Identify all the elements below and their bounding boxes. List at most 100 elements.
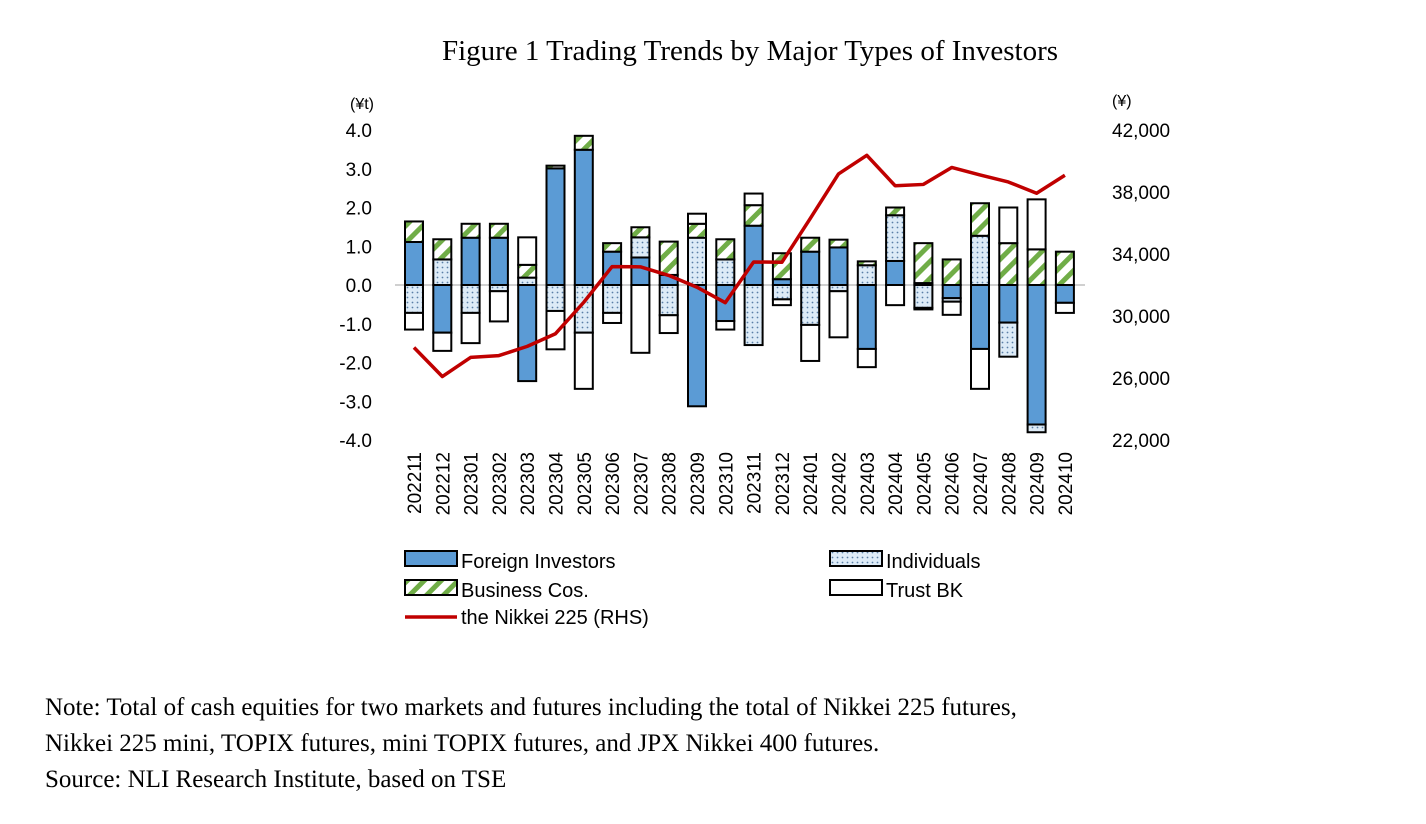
bar-foreign [941,284,962,300]
bar-business [998,242,1019,286]
svg-text:Trust BK: Trust BK [886,580,964,602]
bar-individuals [743,284,764,347]
bar-business [1054,250,1075,287]
y-tick-label: 1.0 [346,237,372,258]
chart-title: Figure 1 Trading Trends by Major Types o… [442,35,1058,67]
bar-foreign [885,259,906,287]
x-tick-label: 202409 [1028,452,1049,515]
x-tick-label: 202305 [575,452,596,515]
x-tick-label: 202404 [886,452,907,516]
y2-tick-label: 34,000 [1112,245,1170,266]
bar-foreign [517,284,538,383]
x-tick-label: 202410 [1056,452,1077,515]
bar-business [715,238,736,261]
bar-trust [1054,301,1075,314]
bar-business [828,238,849,249]
right-axis-unit: (¥) [1112,93,1132,110]
bar-business [856,260,877,267]
bar-business [1026,248,1047,287]
bar-business [771,252,792,281]
bar-trust [913,306,934,311]
x-tick-label: 202405 [914,452,935,515]
x-tick-label: 202403 [858,452,879,515]
x-tick-label: 202308 [660,452,681,515]
bar-individuals [460,284,481,314]
x-tick-label: 202212 [433,452,454,515]
bar-individuals [856,264,877,286]
bar-trust [687,212,707,225]
bar-individuals [404,284,424,314]
bar-trust [404,311,424,331]
svg-text:the Nikkei 225 (RHS): the Nikkei 225 (RHS) [461,607,649,629]
x-tick-label: 202303 [518,452,539,515]
bar-business [404,220,424,243]
y-tick-label: -4.0 [339,431,372,452]
x-tick-label: 202211 [405,452,426,514]
bar-trust [800,323,821,362]
y2-tick-label: 22,000 [1112,431,1170,452]
y-tick-label: 4.0 [346,121,372,142]
x-tick-label: 202408 [999,452,1020,515]
bar-individuals [800,284,821,326]
bar-business [602,242,623,253]
bar-foreign [970,284,990,350]
bar-business [545,164,566,170]
bar-individuals [771,284,792,301]
legend-item-individuals: Individuals [829,550,981,573]
bar-trust [941,300,962,316]
x-tick-label: 202401 [801,452,822,515]
bar-foreign [545,167,566,286]
bar-foreign [828,246,849,287]
svg-text:Foreign Investors: Foreign Investors [461,551,616,573]
y-tick-label: -3.0 [339,392,372,413]
bar-business [800,236,821,253]
bar-business [743,204,764,227]
y2-tick-label: 30,000 [1112,307,1170,328]
x-tick-label: 202407 [971,452,992,515]
bar-individuals [602,284,623,314]
y-tick-label: -1.0 [339,315,372,336]
bar-trust [602,311,623,324]
bar-individuals [913,284,934,309]
x-tick-label: 202302 [490,452,511,515]
y2-tick-label: 26,000 [1112,369,1170,390]
x-tick-label: 202311 [745,452,766,514]
x-tick-label: 202406 [943,452,964,515]
bar-business [970,202,990,237]
bar-trust [630,284,651,354]
legend-item-foreign: Foreign Investors [404,550,616,573]
bar-individuals [970,234,990,287]
svg-text:Business Cos.: Business Cos. [461,580,589,602]
bar-business [630,226,651,239]
x-tick-label: 202306 [603,452,624,515]
bar-foreign [743,224,764,286]
left-axis-unit: (¥t) [350,96,374,113]
bar-trust [545,309,566,351]
bar-individuals [687,236,707,287]
bar-foreign [998,284,1019,324]
bar-foreign [432,284,453,334]
y-tick-label: -2.0 [339,354,372,375]
bar-individuals [715,258,736,286]
bar-trust [828,290,849,339]
y2-tick-label: 42,000 [1112,121,1170,142]
bar-business [941,258,962,286]
bar-business [517,263,538,279]
bar-foreign [573,148,594,286]
bar-trust [488,290,509,323]
source-line: Source: NLI Research Institute, based on… [45,766,506,793]
note-line-2: Nikkei 225 mini, TOPIX futures, mini TOP… [45,730,879,757]
bar-individuals [517,276,538,287]
bar-business [460,222,481,239]
bar-foreign [404,240,424,287]
x-tick-label: 202304 [547,452,568,516]
legend-item-business: Business Cos. [404,579,589,602]
x-tick-label: 202309 [688,452,709,515]
bar-business [432,238,453,261]
bar-business [687,222,707,239]
nikkei-line [412,153,1066,379]
bar-individuals [885,214,906,262]
bar-business [658,240,679,276]
y2-tick-label: 38,000 [1112,183,1170,204]
bar-individuals [658,284,679,317]
